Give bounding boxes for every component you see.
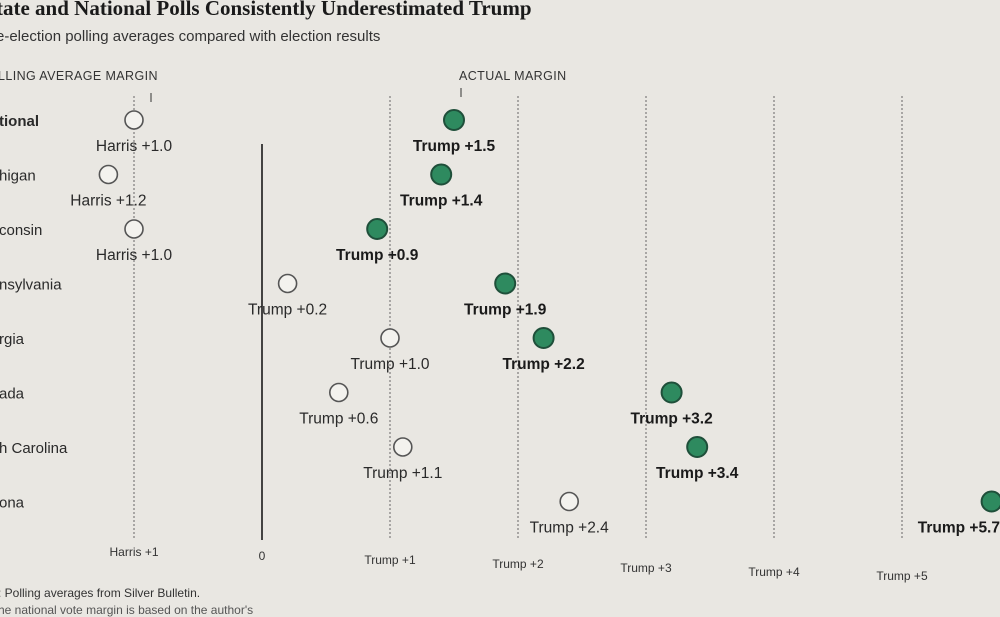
poll-value-label: Trump +1.1 — [363, 465, 442, 482]
poll-value-label: Harris +1.0 — [96, 247, 173, 264]
poll-value-label: Trump +0.2 — [248, 302, 327, 319]
row-label: ona — [0, 495, 25, 512]
x-tick-label: Trump +2 — [492, 557, 544, 571]
poll-value-label: Harris +1.0 — [96, 138, 173, 155]
row-label: tional — [0, 113, 39, 130]
row-label: higan — [0, 168, 36, 185]
actual-margin-dot — [494, 272, 517, 295]
row-label: ada — [0, 386, 25, 403]
actual-value-label: Trump +0.9 — [336, 247, 419, 264]
x-tick-label: Trump +4 — [748, 565, 800, 579]
actual-value-label: Trump +5.7 — [918, 520, 1000, 537]
x-tick-label: 0 — [259, 549, 266, 563]
x-tick-label: Trump +5 — [876, 569, 928, 583]
poll-value-label: Trump +2.4 — [530, 520, 609, 537]
poll-value-label: Trump +0.6 — [299, 411, 378, 428]
actual-margin-dot — [532, 327, 555, 349]
x-tick-label: Trump +3 — [620, 561, 672, 575]
row-label: nsylvania — [0, 277, 62, 294]
poll-average-dot — [277, 273, 298, 294]
actual-margin-dot — [443, 109, 465, 131]
chart-subtitle: e-election polling averages compared wit… — [0, 28, 381, 45]
row-label: rgia — [0, 331, 25, 348]
poll-average-dot — [124, 110, 144, 130]
source-note: : Polling averages from Silver Bulletin. — [0, 586, 201, 600]
actual-value-label: Trump +1.4 — [400, 193, 483, 210]
poll-value-label: Trump +1.0 — [350, 356, 429, 373]
method-note: he national vote margin is based on the … — [0, 603, 254, 617]
actual-value-label: Trump +3.2 — [630, 411, 712, 428]
actual-margin-dot — [660, 381, 683, 404]
row-label: h Carolina — [0, 440, 68, 457]
actual-margin-dot — [686, 436, 709, 458]
actual-value-label: Trump +3.4 — [656, 465, 739, 482]
poll-average-dot — [392, 437, 413, 457]
row-label: consin — [0, 222, 42, 239]
poll-average-dot — [98, 164, 119, 185]
x-tick-label: Trump +1 — [364, 553, 416, 567]
poll-average-dot — [328, 382, 349, 403]
actual-value-label: Trump +1.5 — [413, 138, 496, 155]
x-tick-label: Harris +1 — [109, 545, 158, 559]
actual-margin-dot — [366, 218, 389, 240]
poll-column-label: LLING AVERAGE MARGIN — [0, 69, 158, 83]
poll-average-dot — [124, 219, 144, 239]
actual-column-label: ACTUAL MARGIN — [459, 69, 567, 83]
actual-value-label: Trump +1.9 — [464, 302, 547, 319]
poll-average-dot — [380, 328, 400, 348]
actual-value-label: Trump +2.2 — [502, 356, 584, 373]
chart-title: tate and National Polls Consistently Und… — [0, 0, 532, 20]
actual-margin-dot — [980, 490, 1000, 513]
poll-average-dot — [559, 491, 580, 512]
actual-margin-dot — [430, 163, 453, 186]
poll-value-label: Harris +1.2 — [70, 193, 146, 210]
